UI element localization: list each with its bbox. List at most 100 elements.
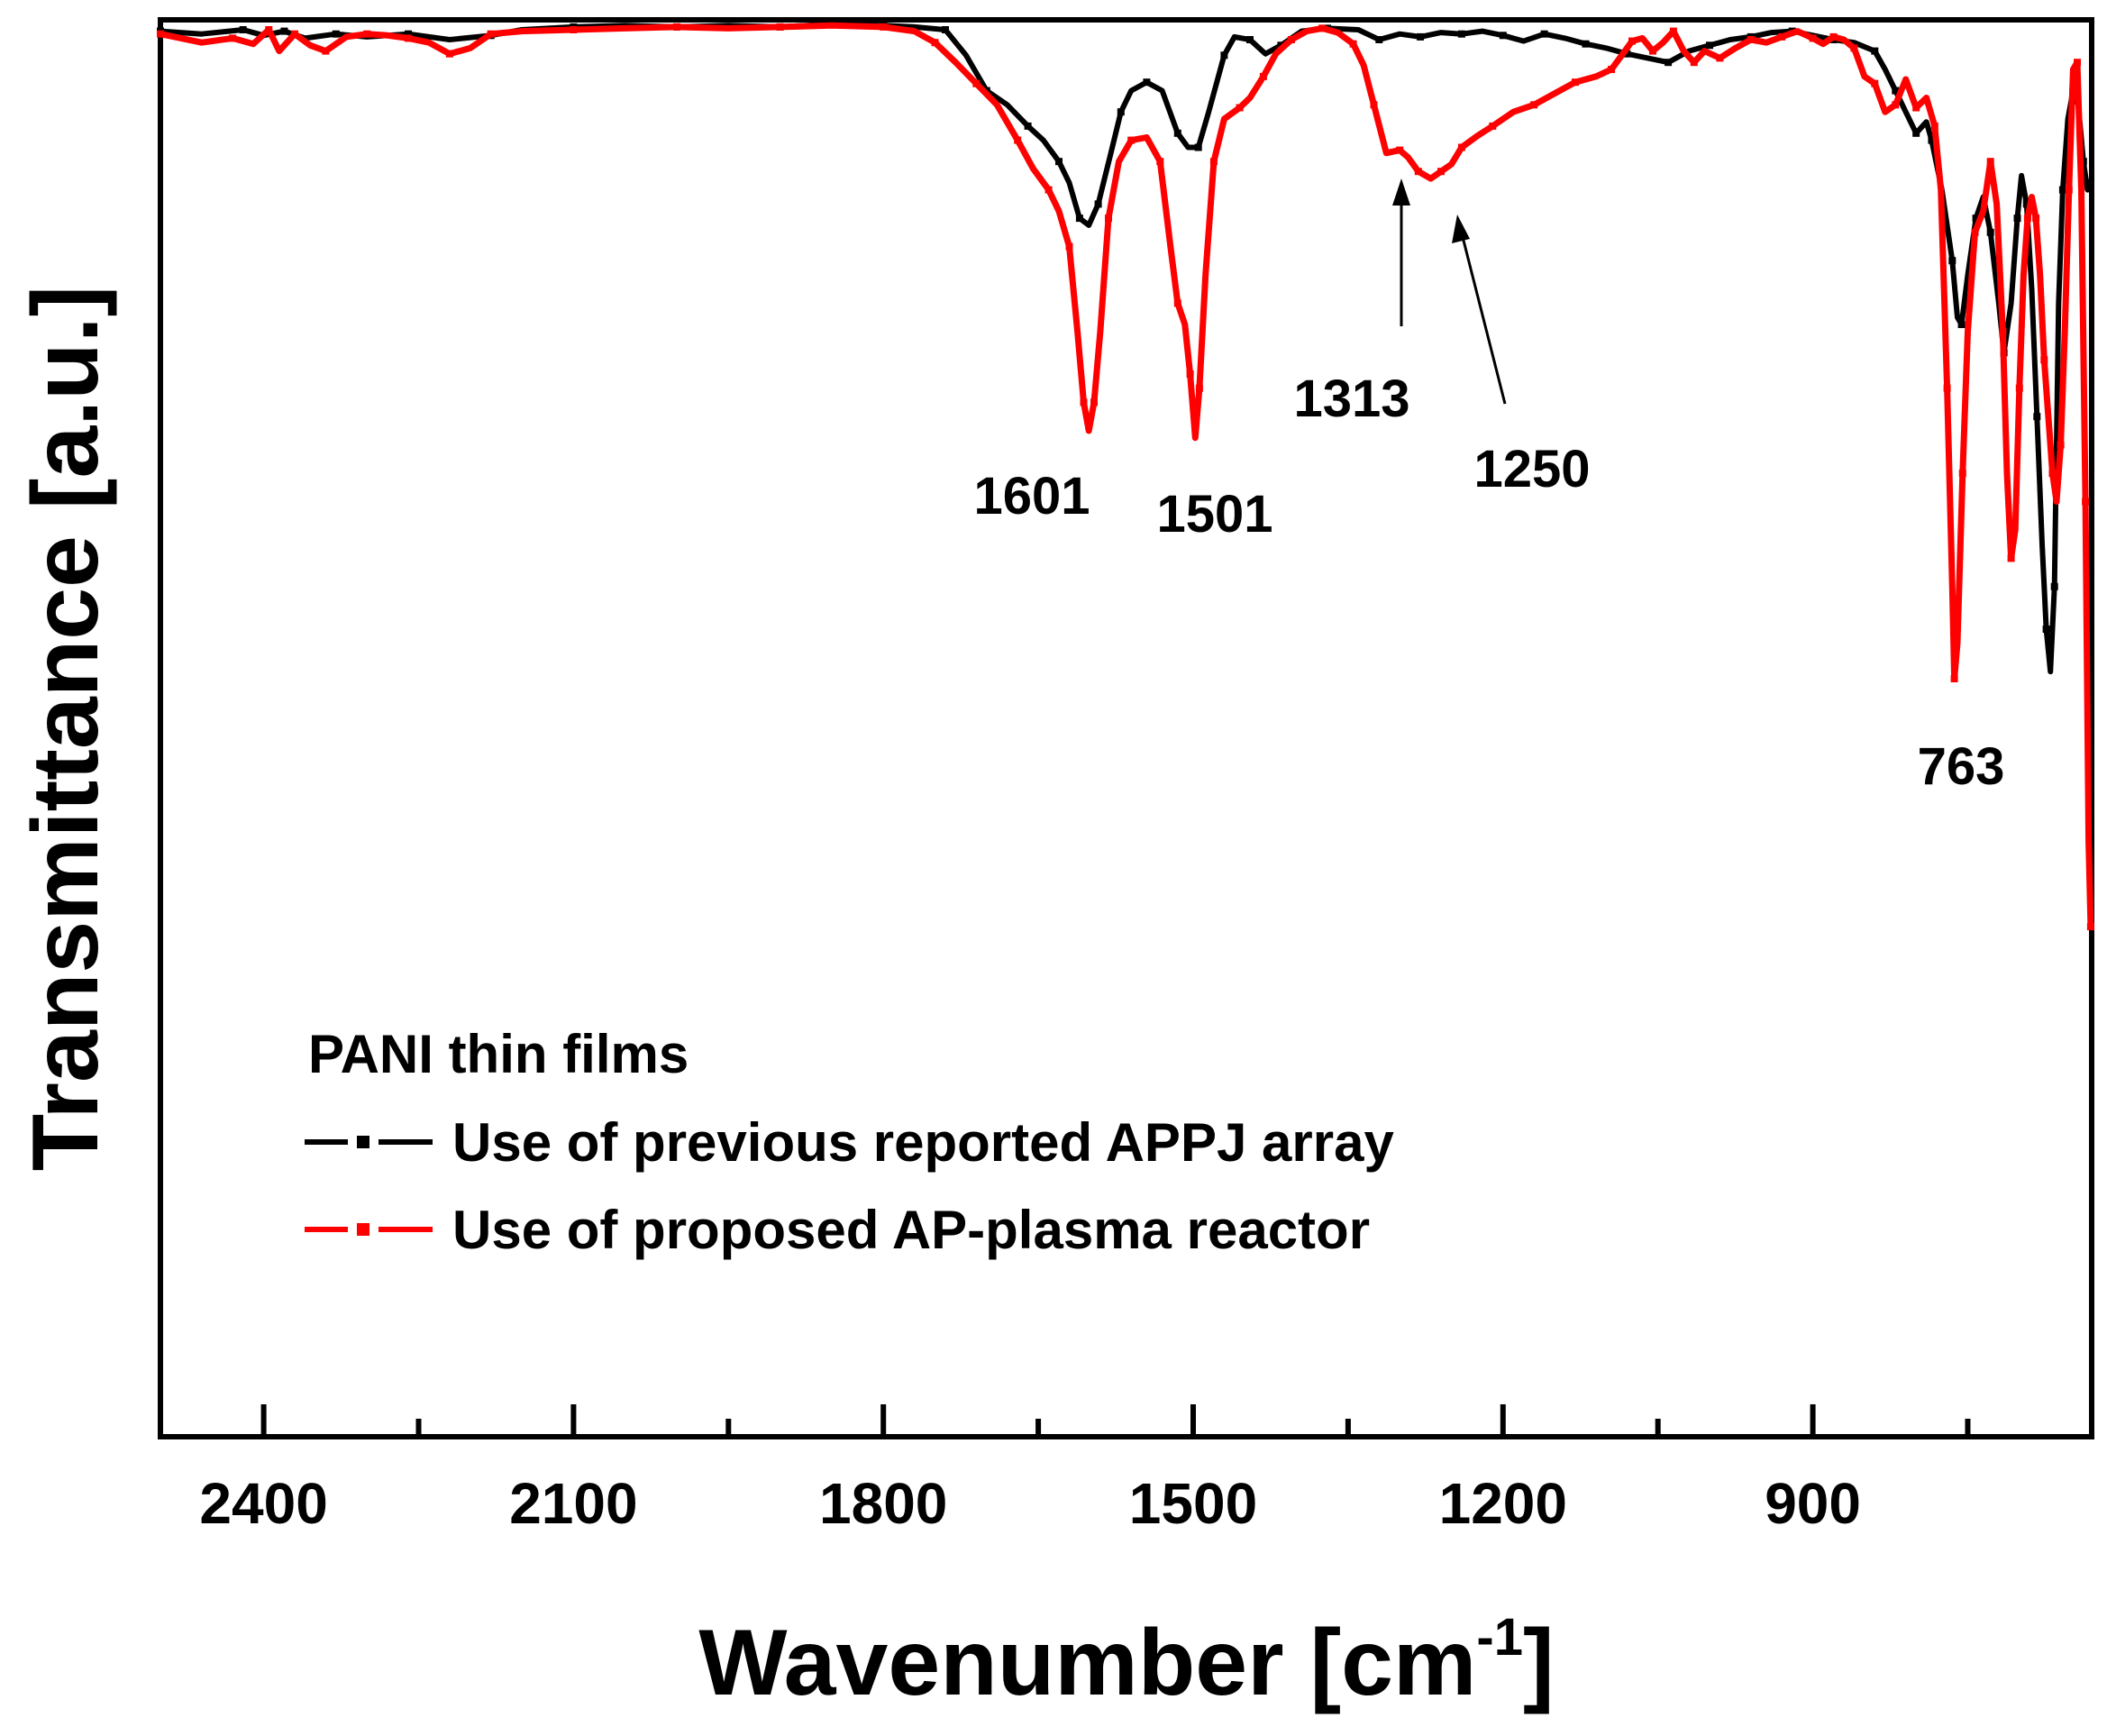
series-1-point-114	[1958, 470, 1966, 477]
series-1-point-82	[1628, 37, 1636, 45]
series-0-point-82	[1957, 321, 1966, 328]
series-1-point-66	[1396, 146, 1404, 154]
series-0-point-52	[1457, 30, 1465, 38]
x-axis-title-main: Wavenumber [cm	[698, 1611, 1476, 1715]
series-0-point-2	[239, 26, 247, 33]
series-1-point-104	[1892, 101, 1900, 109]
peak-label-1250: 1250	[1473, 440, 1590, 498]
series-0-point-34	[1143, 78, 1151, 87]
series-1-point-140	[2082, 498, 2090, 506]
series-0-point-20	[942, 26, 949, 33]
legend-label-black: Use of previous reported APPJ array	[452, 1112, 1394, 1173]
series-0-point-38	[1194, 143, 1202, 151]
series-1-point-24	[880, 23, 888, 31]
x-tick-label-2100: 2100	[509, 1471, 637, 1536]
series-1-point-68	[1414, 168, 1422, 176]
series-1-point-12	[405, 34, 412, 42]
series-1-point-102	[1871, 79, 1879, 87]
series-1-point-76	[1530, 101, 1538, 109]
series-1-point-40	[1105, 215, 1112, 223]
series-0-point-32	[1117, 108, 1125, 116]
series-0-point-90	[2013, 215, 2021, 223]
series-1-point-54	[1236, 104, 1244, 112]
series-0-point-28	[1075, 215, 1083, 223]
series-0-point-80	[1948, 257, 1957, 265]
series-0-point-100	[2058, 186, 2066, 194]
x-axis-title-superscript: -1	[1476, 1608, 1523, 1667]
series-1-point-132	[2048, 470, 2057, 477]
series-1-point-98	[1829, 32, 1838, 41]
arrow-1250	[1459, 229, 1507, 405]
series-0-point-26	[1055, 158, 1063, 166]
series-1-point-84	[1649, 47, 1656, 55]
legend-title: PANI thin films	[308, 1024, 689, 1084]
series-0-point-62	[1665, 59, 1673, 67]
series-1-point-106	[1912, 104, 1920, 112]
series-1-point-44	[1156, 158, 1164, 166]
legend: PANI thin films Use of previous reported…	[305, 1024, 1394, 1260]
y-axis-title: Transmittance [a.u.]	[14, 286, 118, 1171]
series-1-point-56	[1259, 72, 1267, 80]
series-1-point-96	[1809, 34, 1817, 42]
series-1-point-60	[1318, 24, 1327, 32]
series-1-point-78	[1572, 78, 1579, 87]
series-1-point-34	[1065, 242, 1073, 251]
peak-label-763: 763	[1918, 737, 2005, 796]
series-0-point-48	[1375, 36, 1383, 43]
series-1-point-118	[1986, 158, 1994, 166]
series-1-point-90	[1716, 54, 1724, 62]
series-0-point-6	[332, 30, 340, 38]
x-tick-label-900: 900	[1765, 1471, 1861, 1536]
series-1-point-86	[1669, 27, 1677, 35]
x-tick-label-1500: 1500	[1129, 1471, 1257, 1536]
series-1-point-122	[2007, 554, 2015, 562]
series-1-point-48	[1186, 370, 1194, 378]
series-1-point-64	[1370, 101, 1378, 109]
series-1-point-52	[1209, 158, 1218, 166]
series-1-point-126	[2023, 215, 2031, 223]
series-0-point-74	[1892, 87, 1900, 95]
plot-frame	[158, 17, 2094, 1439]
series-0-point-84	[1972, 215, 1980, 223]
series-1-point-70	[1437, 168, 1445, 176]
series-1-point-142	[2086, 923, 2094, 931]
series-1-point-88	[1690, 59, 1698, 67]
legend-swatch-black-mid	[357, 1136, 369, 1148]
arrow-head-1313	[1392, 178, 1410, 206]
series-0-point-56	[1540, 30, 1548, 38]
series-1-point-116	[1971, 228, 1979, 236]
series-1-point-46	[1173, 299, 1181, 307]
series-1-point-136	[2065, 186, 2073, 194]
series-1-point-38	[1090, 398, 1098, 407]
peak-label-1313: 1313	[1293, 370, 1409, 428]
series-1-point-50	[1195, 384, 1203, 392]
series-1-point-18	[570, 26, 578, 33]
series-0-point-76	[1912, 129, 1920, 137]
series-1-point-28	[972, 79, 981, 87]
x-tick-label-2400: 2400	[199, 1471, 327, 1536]
series-1-point-20	[673, 23, 680, 31]
series-0-point-78	[1928, 136, 1936, 144]
x-tick-label-1800: 1800	[819, 1471, 947, 1536]
series-0-point-92	[2022, 200, 2030, 208]
series-0-point-94	[2033, 413, 2041, 421]
series-1-point-10	[363, 30, 371, 38]
series-1-point-36	[1080, 398, 1088, 407]
series-line-proposed-ap-plasma-reactor	[160, 22, 2094, 927]
series-1-point-8	[322, 47, 330, 55]
legend-swatch-red-mid	[357, 1223, 369, 1236]
x-axis-tick-labels: 2400 2100 1800 1500 1200 900	[199, 1471, 1861, 1536]
series-1-point-112	[1950, 675, 1958, 682]
series-1-point-14	[445, 50, 453, 58]
series-1-point-92	[1747, 36, 1755, 43]
series-1-point-30	[1014, 136, 1022, 144]
series-1-point-100	[1850, 44, 1858, 52]
series-1-point-6	[291, 30, 298, 38]
series-0-point-36	[1173, 129, 1181, 137]
series-layer	[157, 21, 2094, 931]
x-axis-ticks	[260, 1404, 1971, 1437]
peak-label-1501: 1501	[1156, 485, 1272, 544]
series-0-point-58	[1582, 40, 1590, 48]
series-1-point-0	[157, 30, 164, 38]
series-1-point-26	[931, 39, 939, 47]
